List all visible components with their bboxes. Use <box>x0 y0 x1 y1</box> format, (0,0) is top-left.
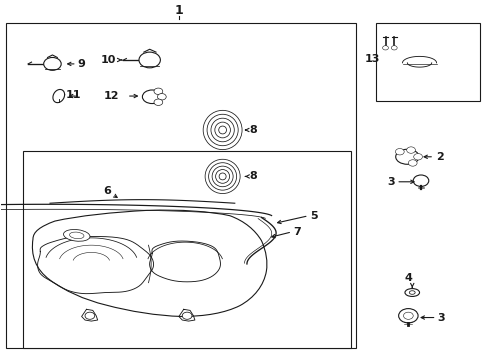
Circle shape <box>157 94 166 100</box>
Bar <box>23 152 351 348</box>
Circle shape <box>382 46 387 50</box>
Text: 9: 9 <box>78 59 85 69</box>
Ellipse shape <box>395 149 418 164</box>
Circle shape <box>395 149 404 155</box>
Text: 4: 4 <box>404 273 412 283</box>
Text: 8: 8 <box>249 171 257 181</box>
Text: 3: 3 <box>437 312 444 323</box>
Ellipse shape <box>142 90 162 104</box>
Text: 11: 11 <box>66 90 81 100</box>
Text: 8: 8 <box>249 125 257 135</box>
Circle shape <box>413 154 422 160</box>
Circle shape <box>390 46 396 50</box>
Text: 10: 10 <box>100 55 116 65</box>
Circle shape <box>407 160 416 166</box>
Circle shape <box>154 99 163 105</box>
Circle shape <box>403 312 412 319</box>
Text: 12: 12 <box>104 91 119 101</box>
Text: 1: 1 <box>174 4 183 17</box>
Circle shape <box>406 147 415 153</box>
Ellipse shape <box>69 232 84 239</box>
Bar <box>6 23 356 348</box>
Text: 7: 7 <box>292 227 300 237</box>
Ellipse shape <box>404 289 419 296</box>
Circle shape <box>154 88 163 95</box>
Circle shape <box>412 175 428 186</box>
Text: 3: 3 <box>387 177 394 187</box>
Circle shape <box>182 312 192 319</box>
Circle shape <box>85 312 95 319</box>
Ellipse shape <box>63 229 90 241</box>
Ellipse shape <box>408 291 414 294</box>
Bar <box>375 23 479 102</box>
Text: 6: 6 <box>103 186 111 197</box>
Circle shape <box>43 58 61 70</box>
Circle shape <box>139 52 160 68</box>
Text: 13: 13 <box>364 54 379 64</box>
Text: 2: 2 <box>436 152 444 162</box>
Text: 5: 5 <box>309 211 317 221</box>
Circle shape <box>398 309 417 323</box>
